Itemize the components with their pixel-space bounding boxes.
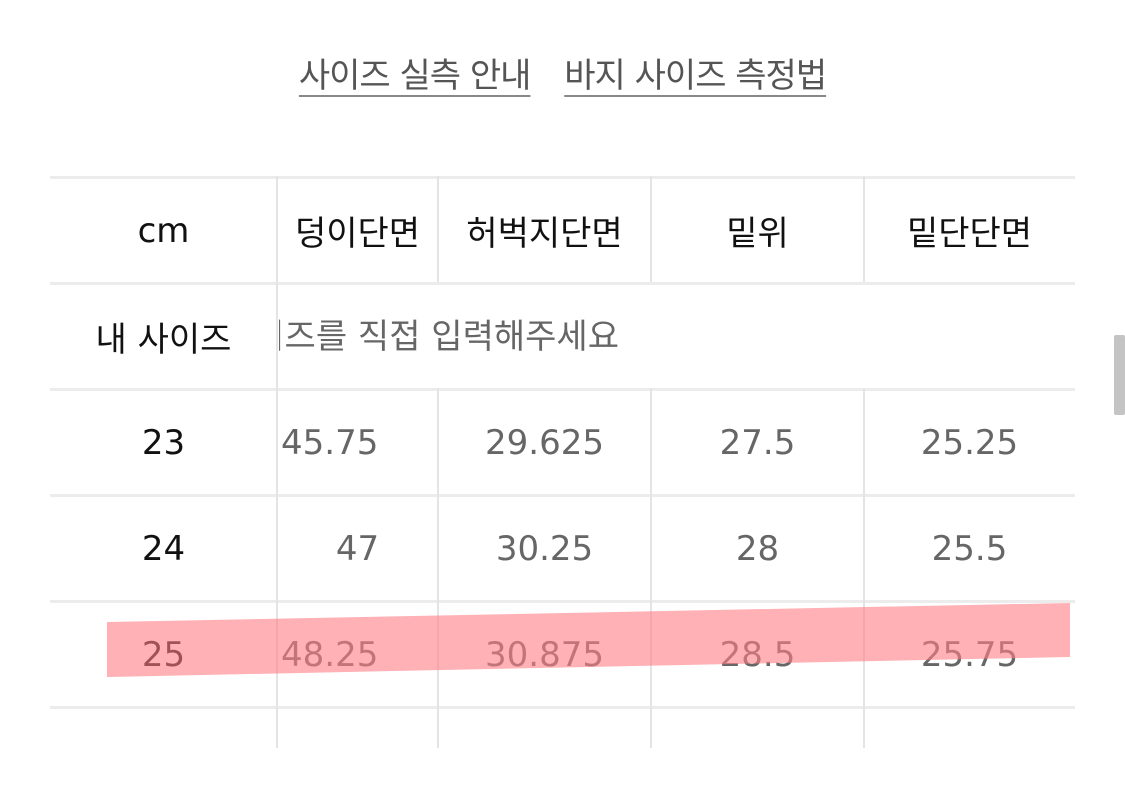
guide-links: 사이즈 실측 안내 바지 사이즈 측정법 [0, 48, 1125, 97]
scrollbar-thumb[interactable] [1114, 335, 1125, 415]
hem-cell: 25.25 [920, 422, 1019, 463]
size-cell: 25 [141, 634, 186, 675]
hem-cell: 25.5 [931, 528, 1008, 569]
table-row: 24 47 30.25 28 25.5 [50, 494, 1075, 600]
thigh-cell: 29.625 [485, 422, 604, 463]
header-thigh: 허벅지단면 [466, 214, 623, 254]
hip-cell: 48.25 [281, 634, 379, 675]
table-row-highlighted: 25 48.25 30.875 28.5 25.75 [50, 600, 1075, 706]
column-divider [437, 388, 439, 748]
my-size-input[interactable] [279, 285, 1075, 388]
size-cell: 24 [141, 528, 186, 569]
column-divider [276, 388, 278, 748]
my-size-row: 내 사이즈 [50, 282, 1075, 388]
hem-cell: 25.75 [920, 634, 1019, 675]
table-row: 23 45.75 29.625 27.5 25.25 [50, 388, 1075, 494]
thigh-cell: 30.25 [495, 528, 594, 569]
table-header-row: cm 덩이단면 허벅지단면 밑위 밑단단면 [50, 176, 1075, 282]
measure-guide-link[interactable]: 바지 사이즈 측정법 [564, 56, 827, 96]
header-unit: cm [137, 210, 190, 251]
rise-cell: 28.5 [719, 634, 796, 675]
header-hem: 밑단단면 [906, 214, 1033, 254]
hip-cell: 47 [335, 528, 380, 569]
thigh-cell: 30.875 [485, 634, 604, 675]
column-divider [437, 176, 439, 282]
column-divider [276, 176, 278, 388]
table-row-partial [50, 706, 1075, 812]
size-guide-link[interactable]: 사이즈 실측 안내 [298, 56, 532, 96]
hip-cell: 45.75 [281, 422, 379, 463]
column-divider [650, 176, 652, 282]
size-cell: 23 [141, 422, 186, 463]
column-divider [650, 388, 652, 748]
my-size-label: 내 사이즈 [95, 320, 232, 360]
header-rise: 밑위 [726, 214, 789, 254]
column-divider [863, 176, 865, 282]
header-hip: 덩이단면 [294, 214, 421, 254]
column-divider [863, 388, 865, 748]
rise-cell: 28 [735, 528, 780, 569]
rise-cell: 27.5 [719, 422, 796, 463]
